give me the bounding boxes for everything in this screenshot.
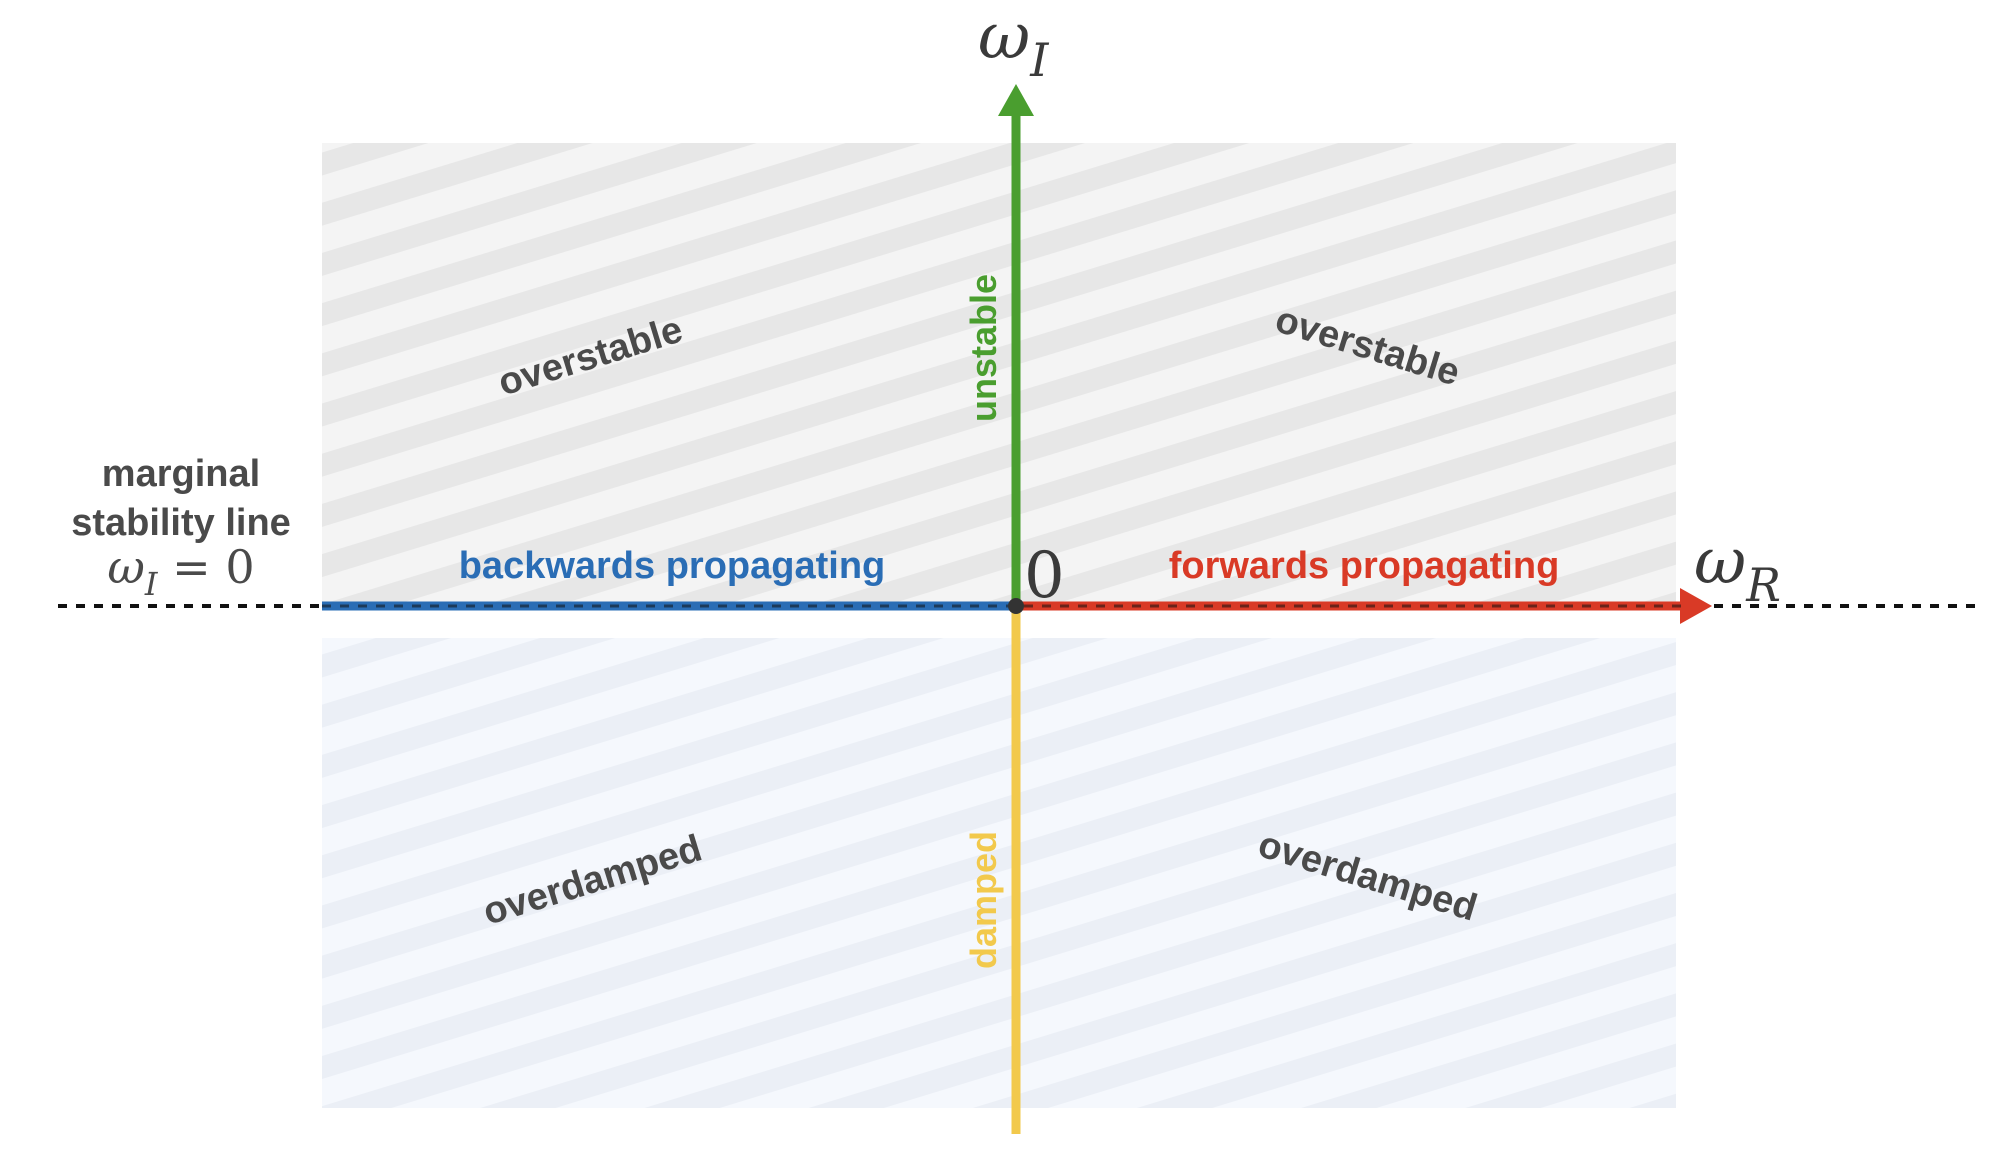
imaginary-axis-arrowhead [998,84,1034,116]
lower-half-plane [322,638,1676,1108]
real-axis-arrowhead [1680,588,1712,624]
origin-dot [1008,598,1024,614]
marginal-stability-label-line1: marginal [102,453,260,495]
forwards-propagating-label: forwards propagating [1169,545,1560,587]
damped-label: damped [963,831,1004,969]
backwards-propagating-label: backwards propagating [459,545,886,587]
upper-half-plane [322,143,1676,608]
real-axis-label: ωR [1694,525,1781,612]
marginal-stability-label-line2: stability line [71,502,291,544]
marginal-stability-equation: ωI = 0 [107,540,254,603]
origin-label: 0 [1024,539,1065,613]
unstable-label: unstable [963,274,1004,422]
imaginary-axis-label: ωI [978,0,1049,87]
